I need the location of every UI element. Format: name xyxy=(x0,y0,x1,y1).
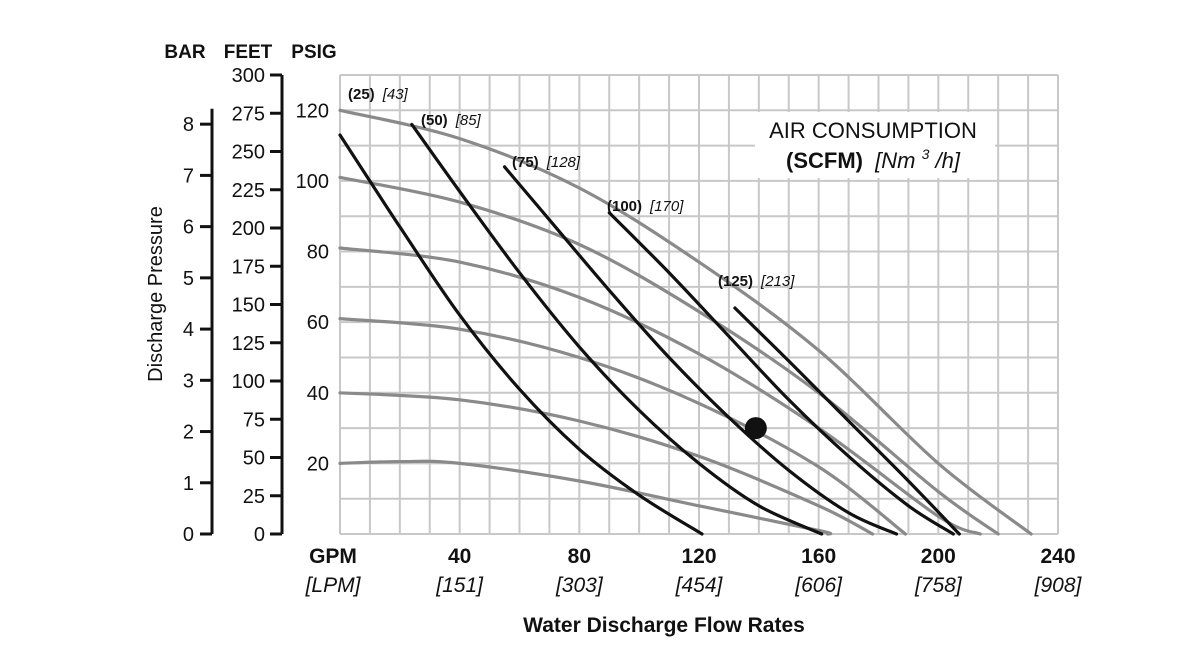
x-tick-sublabel: [151] xyxy=(435,574,484,597)
x-tick-sublabel: [908] xyxy=(1034,574,1083,597)
x-tick-label: GPM xyxy=(309,545,357,568)
x-tick-label: 120 xyxy=(681,545,716,568)
bar-tick-label: 1 xyxy=(183,473,194,495)
feet-tick-label: 75 xyxy=(243,409,265,431)
feet-tick-label: 200 xyxy=(232,218,265,240)
x-axis: GPM [LPM] 40 [151] 80 [303] 120 [454] 160 [606] 20… xyxy=(305,545,1083,597)
air-curve-nm3h: [170] xyxy=(649,198,684,215)
psig-tick-label: 120 xyxy=(296,100,329,122)
x-tick-label: 200 xyxy=(921,545,956,568)
bar-tick-label: 2 xyxy=(183,422,194,444)
pressure-curve xyxy=(338,246,982,536)
air-curves xyxy=(338,122,961,536)
x-tick-label: 40 xyxy=(448,545,471,568)
pressure-curve xyxy=(338,175,1000,536)
air-curve-nm3h: [85] xyxy=(455,112,482,129)
grid xyxy=(339,74,1059,535)
feet-tick-label: 275 xyxy=(232,103,265,125)
x-tick-label: 160 xyxy=(801,545,836,568)
pressure-curves xyxy=(338,108,1033,536)
feet-tick-label: 50 xyxy=(243,448,265,470)
legend-unit: (SCFM) [Nm 3 /h] xyxy=(786,139,961,173)
air-curve-label: (125) [213] xyxy=(718,273,795,290)
feet-tick-label: 100 xyxy=(232,371,265,393)
pressure-curve xyxy=(338,108,1033,536)
y-axis-title: Discharge Pressure xyxy=(145,206,167,382)
legend-unit-h: /h] xyxy=(934,148,961,173)
air-curve-scfm: (100) xyxy=(607,198,642,215)
feet-tick-label: 175 xyxy=(232,256,265,278)
pressure-curve xyxy=(338,391,875,536)
air-curve-scfm: (75) xyxy=(512,154,539,171)
x-tick-sublabel: [303] xyxy=(555,574,604,597)
x-tick-sublabel: [LPM] xyxy=(305,574,362,597)
feet-tick-label: 250 xyxy=(232,142,265,164)
air-curve-scfm: (50) xyxy=(421,112,448,129)
legend-unit-sup: 3 xyxy=(922,146,930,162)
air-curve-label: (75) [128] xyxy=(512,154,581,171)
air-curve xyxy=(338,133,704,536)
air-curve-label: (50) [85] xyxy=(421,112,482,129)
air-curve-labels: (25) [43] (50) [85] (75) [128] (100) [170] (125)… xyxy=(348,86,795,290)
psig-axis: 20 40 60 80 100 120 xyxy=(296,100,329,475)
feet-axis: 0 25 50 75 100 125 150 175 200 225 250 275 300 xyxy=(232,65,284,546)
psig-tick-label: 100 xyxy=(296,171,329,193)
feet-tick-label: 0 xyxy=(254,524,265,546)
legend-unit-scfm: (SCFM) xyxy=(786,148,863,173)
air-curve-label: (100) [170] xyxy=(607,198,684,215)
bar-tick-label: 0 xyxy=(183,524,194,546)
feet-tick-label: 150 xyxy=(232,295,265,317)
bar-tick-label: 4 xyxy=(183,319,194,341)
bar-tick-label: 5 xyxy=(183,268,194,290)
feet-axis-header: FEET xyxy=(224,42,273,63)
x-tick-label: 240 xyxy=(1040,545,1075,568)
feet-tick-label: 25 xyxy=(243,486,265,508)
feet-tick-label: 225 xyxy=(232,180,265,202)
x-axis-title: Water Discharge Flow Rates xyxy=(523,614,805,637)
air-curve xyxy=(502,165,899,536)
x-tick-sublabel: [606] xyxy=(794,574,843,597)
feet-tick-label: 125 xyxy=(232,333,265,355)
feet-tick-label: 300 xyxy=(232,65,265,87)
air-curve xyxy=(733,306,961,536)
bar-tick-label: 7 xyxy=(183,165,194,187)
psig-axis-header: PSIG xyxy=(291,42,336,63)
legend-background xyxy=(755,112,995,178)
bar-tick-label: 6 xyxy=(183,217,194,239)
air-curve xyxy=(410,122,824,536)
air-curve-nm3h: [213] xyxy=(760,273,795,290)
x-tick-sublabel: [454] xyxy=(675,574,724,597)
psig-tick-label: 80 xyxy=(307,242,329,264)
air-curve-label: (25) [43] xyxy=(348,86,409,103)
bar-axis-header: BAR xyxy=(164,42,205,63)
bar-tick-label: 3 xyxy=(183,370,194,392)
air-curve-scfm: (25) xyxy=(348,86,375,103)
psig-tick-label: 40 xyxy=(307,383,329,405)
psig-tick-label: 20 xyxy=(307,453,329,475)
air-curve xyxy=(607,211,955,536)
operating-point-marker xyxy=(744,417,767,440)
air-curve-scfm: (125) xyxy=(718,273,753,290)
air-curve-nm3h: [43] xyxy=(382,86,409,103)
legend-unit-nm: [Nm xyxy=(874,148,915,173)
air-curve-nm3h: [128] xyxy=(546,154,581,171)
pressure-curve xyxy=(338,317,907,536)
x-tick-sublabel: [758] xyxy=(914,574,963,597)
x-tick-label: 80 xyxy=(568,545,591,568)
psig-tick-label: 60 xyxy=(307,312,329,334)
bar-axis: 0 1 2 3 4 5 6 7 8 xyxy=(183,108,214,546)
bar-tick-label: 8 xyxy=(183,114,194,136)
legend-title: AIR CONSUMPTION xyxy=(769,118,977,143)
air-consumption-legend: AIR CONSUMPTION (SCFM) [Nm 3 /h] xyxy=(755,112,995,178)
